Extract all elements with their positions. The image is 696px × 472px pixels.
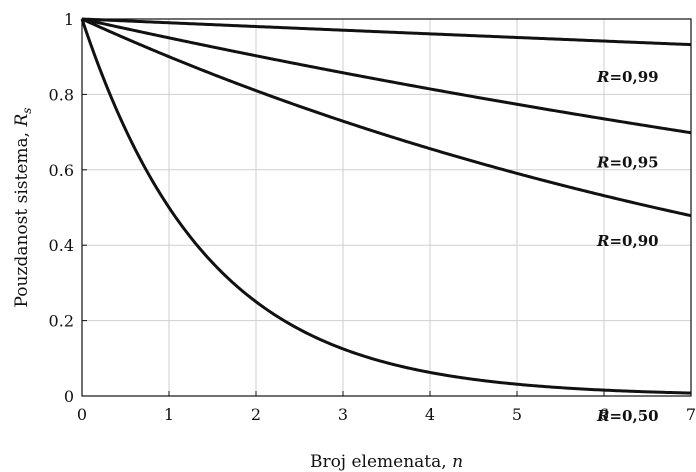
ticks: 0 1 2 3 4 5 6 7 0 0.2 0.4 0.6 0.8 1	[49, 10, 696, 424]
y-tick-label: 0	[64, 387, 74, 406]
series-line-R=0,50	[80, 18, 692, 395]
series-label-symbol: R	[596, 232, 609, 250]
x-tick-label: 4	[425, 405, 435, 424]
x-tick-label: 0	[77, 405, 87, 424]
x-axis-title: Broj elemenata, n	[310, 452, 463, 472]
x-tick-label: 7	[686, 405, 696, 424]
y-axis-title: Pouzdanost sistema, Rs	[12, 108, 34, 308]
series-labels: R=0,99R=0,95R=0,90R=0,50	[596, 68, 659, 425]
x-tick-label: 2	[251, 405, 261, 424]
y-tick-label: 0.2	[49, 312, 74, 331]
plot-frame	[81, 18, 692, 397]
series-line-R=0,95	[81, 17, 692, 135]
y-tick-label: 0.8	[49, 85, 74, 104]
y-tick-label: 0.6	[49, 161, 74, 180]
series-line-R=0,99	[81, 17, 692, 47]
series-label: R=0,50	[596, 407, 659, 425]
y-tick-label: 1	[64, 10, 74, 29]
series-label-symbol: R	[596, 154, 609, 172]
x-tick-label: 5	[512, 405, 522, 424]
series-label-value: =0,90	[609, 232, 658, 250]
x-tick-label: 6	[599, 405, 609, 424]
y-tick-label: 0.4	[49, 236, 74, 255]
series-lines	[80, 17, 692, 395]
series-label-value: =0,50	[609, 407, 658, 425]
series-label: R=0,95	[596, 154, 659, 172]
series-line-R=0,90	[81, 17, 692, 218]
series-label: R=0,99	[596, 68, 659, 86]
series-label-value: =0,99	[609, 68, 658, 86]
series-label: R=0,90	[596, 232, 659, 250]
series-label-symbol: R	[596, 68, 609, 86]
series-label-value: =0,95	[609, 154, 658, 172]
x-tick-label: 3	[338, 405, 348, 424]
series-label-symbol: R	[596, 407, 609, 425]
x-tick-label: 1	[164, 405, 174, 424]
